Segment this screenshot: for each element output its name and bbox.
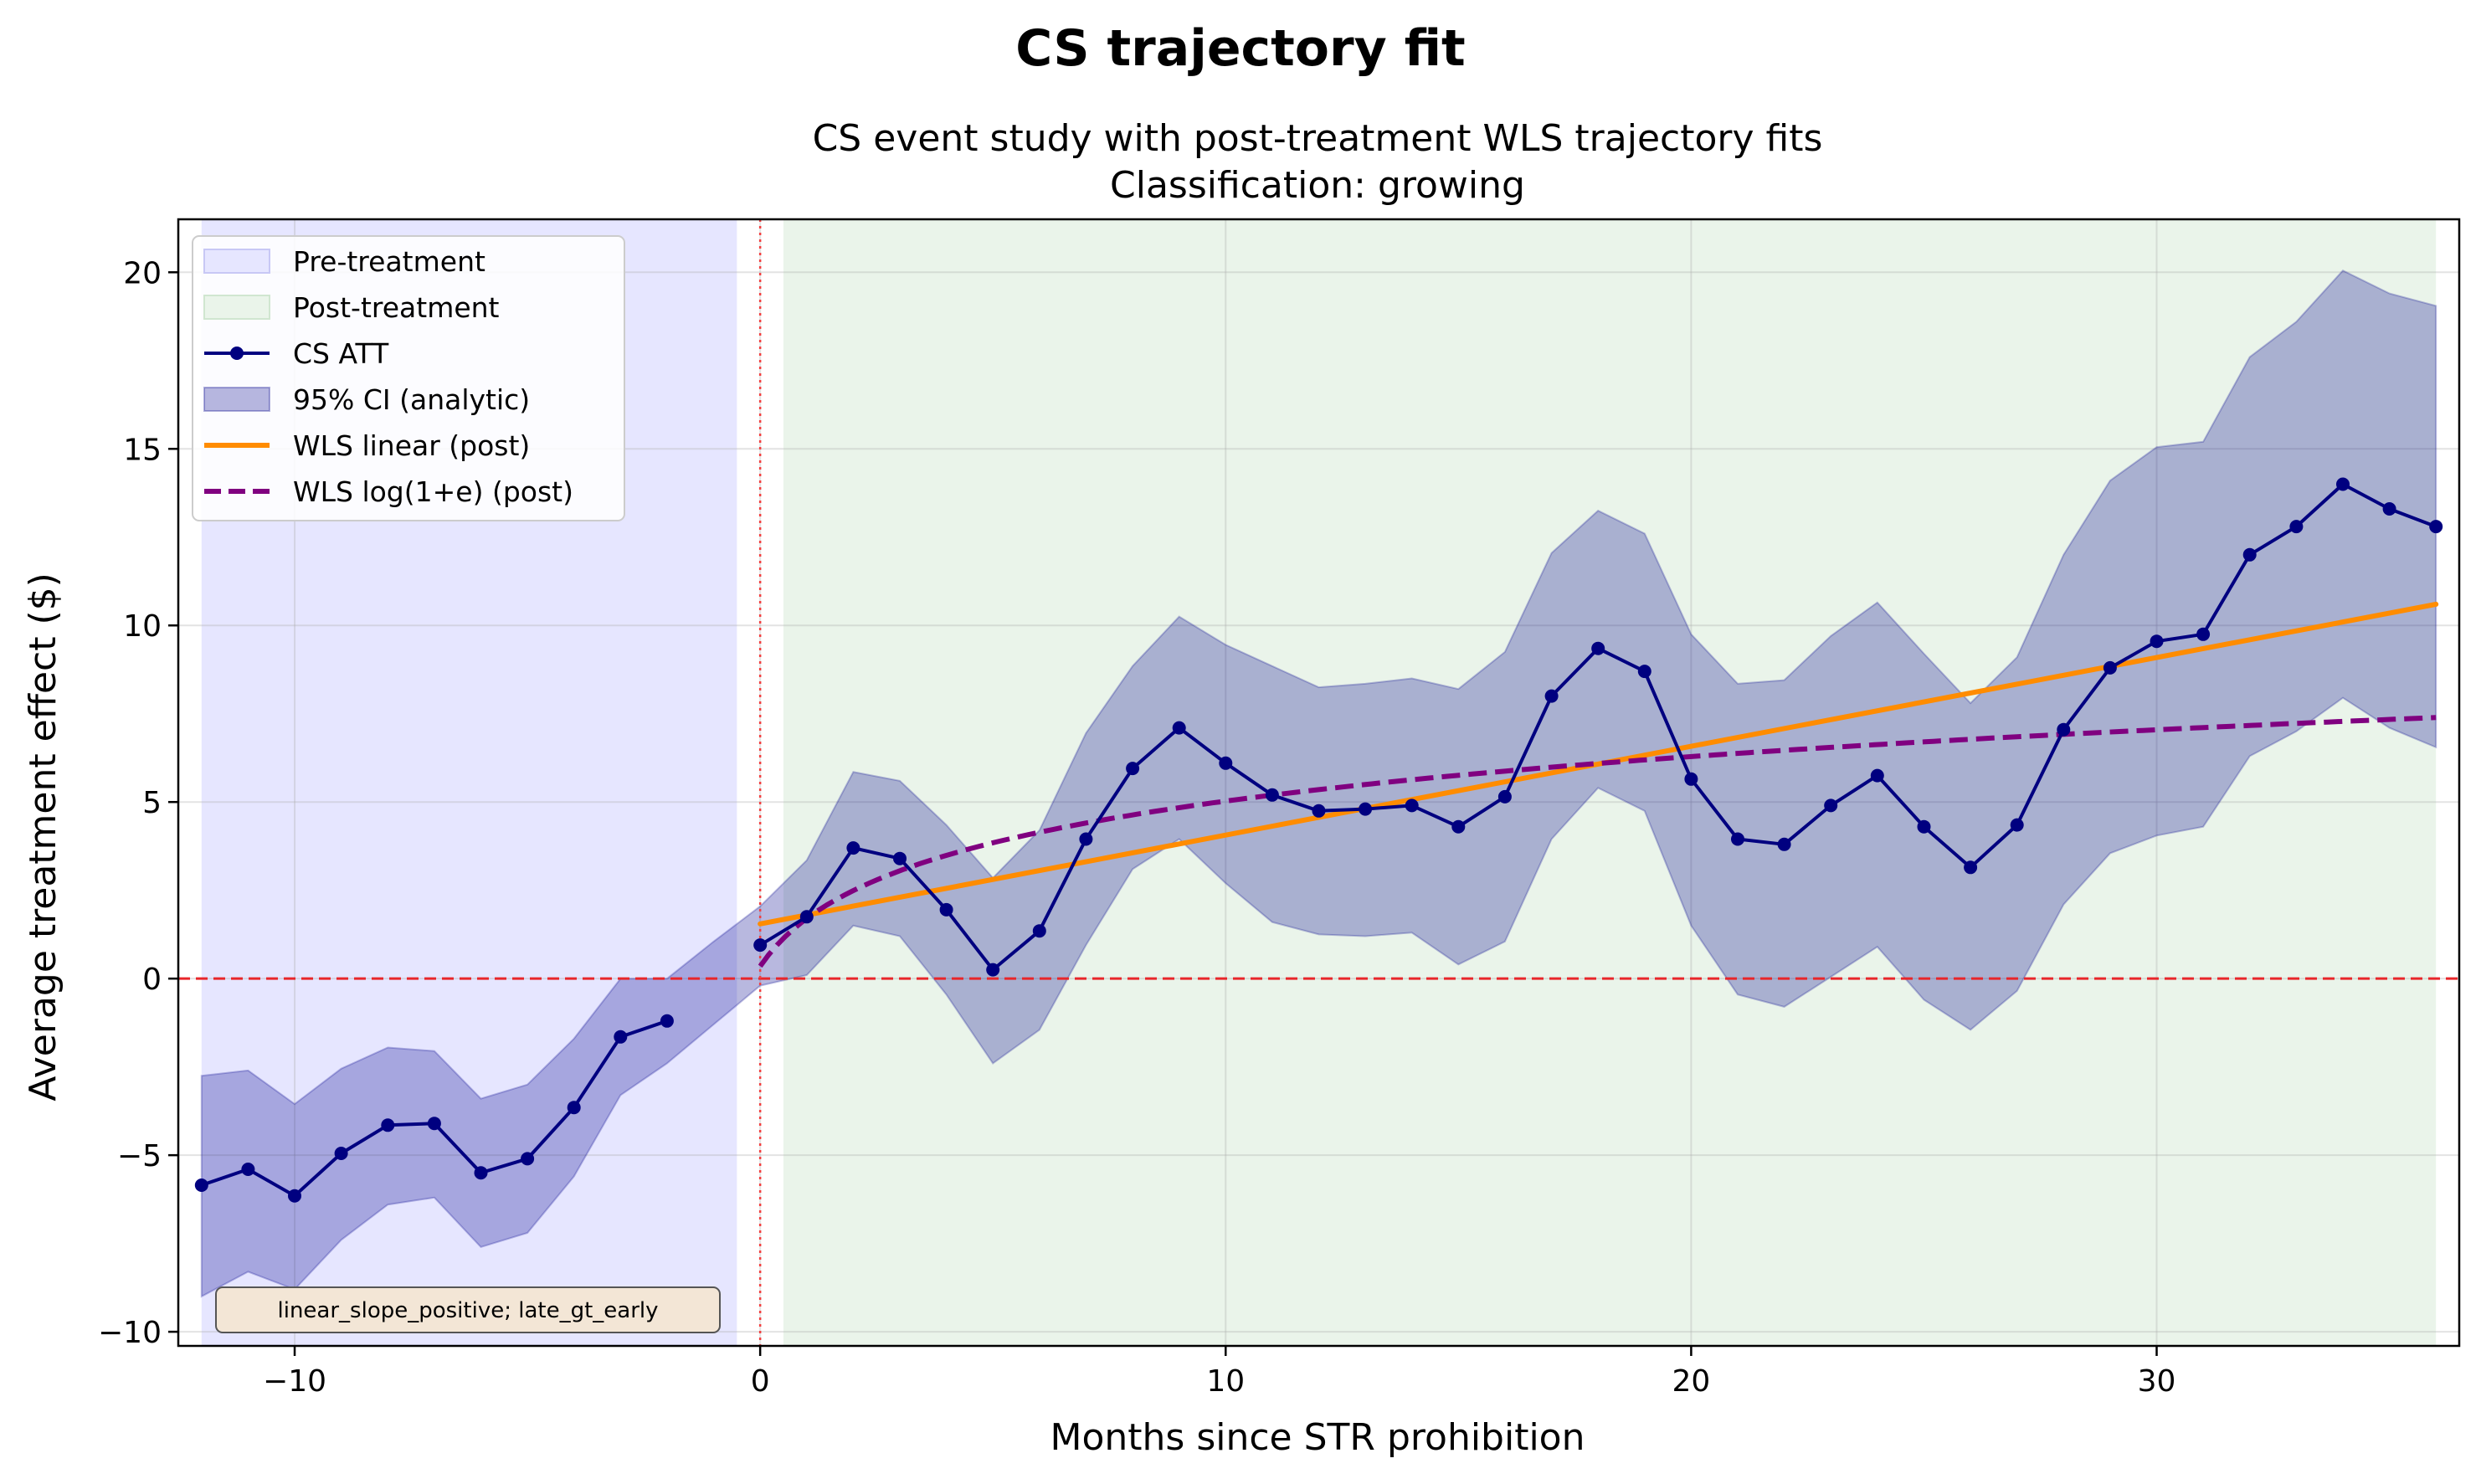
legend-ci-label: 95% CI (analytic): [293, 383, 530, 416]
cs-att-point-10: [660, 1014, 674, 1028]
cs-att-point-8: [567, 1101, 581, 1115]
cs-att-point-40: [2057, 722, 2071, 737]
annotation-text: linear_slope_positive; late_gt_early: [278, 1298, 659, 1323]
cs-att-point-32: [1684, 772, 1698, 786]
cs-att-point-9: [614, 1030, 628, 1044]
fit-lines: [758, 601, 2439, 968]
reference-lines: [178, 219, 2459, 1346]
y-tick-label-1: −5: [117, 1139, 162, 1173]
cs-att-point-33: [1731, 832, 1744, 846]
cs-att-point-6: [474, 1166, 488, 1180]
cs-att-point-36: [1870, 768, 1884, 783]
cs-att-point-38: [1964, 860, 1978, 875]
cs-att-point-16: [939, 902, 953, 917]
legend-cs-att-marker: [230, 347, 244, 360]
cs-att-point-7: [521, 1152, 535, 1166]
legend-post-treatment-label: Post-treatment: [293, 291, 500, 324]
cs-att-point-26: [1405, 798, 1419, 813]
cs-att-point-13: [799, 910, 814, 924]
cs-att-point-29: [1544, 689, 1559, 703]
legend-cs-att-label: CS ATT: [293, 337, 389, 370]
legend-box: [192, 235, 625, 521]
ci-band-area: [200, 269, 2437, 1298]
x-tick-label-0: −10: [263, 1364, 326, 1399]
y-tick-label-6: 20: [123, 256, 162, 290]
cs-att-point-15: [893, 851, 907, 865]
x-tick-label-1: 0: [751, 1364, 770, 1399]
wls-linear-line: [758, 601, 2439, 927]
cs-att-point-27: [1451, 819, 1466, 834]
y-axis-label: Average treatment effect ($): [22, 573, 64, 1101]
cs-att-point-14: [846, 841, 860, 855]
legend-ci-patch: [203, 387, 270, 412]
cs-att-point-5: [427, 1117, 441, 1131]
cs-att-point-1: [241, 1163, 255, 1176]
y-tick-label-0: −10: [98, 1316, 162, 1350]
y-tick-label-2: 0: [142, 963, 162, 997]
cs-att-point-18: [1032, 924, 1046, 938]
chart-title-line-1: CS event study with post-treatment WLS t…: [813, 117, 1823, 160]
cs-att-point-35: [1824, 798, 1838, 813]
cs-att-point-47: [2382, 502, 2396, 516]
cs-att-point-20: [1126, 762, 1140, 776]
cs-att-point-28: [1497, 789, 1512, 804]
cs-att-point-24: [1312, 804, 1326, 818]
x-axis-label: Months since STR prohibition: [1050, 1416, 1585, 1459]
post-treatment-region: [783, 219, 2437, 1346]
legend-pre-treatment-patch: [203, 249, 270, 274]
annotation: linear_slope_positive; late_gt_early: [215, 1286, 721, 1333]
cs-att-point-41: [2103, 660, 2117, 675]
cs-att-point-48: [2429, 520, 2443, 534]
cs-att-point-17: [986, 963, 1000, 977]
cs-att-point-22: [1219, 756, 1233, 770]
cs-att-point-25: [1359, 802, 1373, 816]
cs-att-point-39: [2010, 818, 2024, 832]
cs-att-point-43: [2196, 627, 2211, 641]
y-tick-label-4: 10: [123, 609, 162, 644]
y-tick-label-3: 5: [142, 786, 162, 820]
ci-band: [200, 269, 2437, 1298]
legend-post-treatment-patch: [203, 295, 270, 320]
legend-wls-linear-label: WLS linear (post): [293, 429, 530, 462]
cs-att-point-21: [1172, 721, 1186, 735]
legend-pre-treatment-label: Pre-treatment: [293, 245, 485, 278]
cs-att-point-2: [288, 1189, 301, 1203]
x-tick-label-4: 30: [2138, 1364, 2176, 1399]
cs-att-point-31: [1637, 665, 1651, 679]
cs-att-point-23: [1265, 788, 1279, 802]
cs-att-point-45: [2289, 520, 2304, 534]
chart-title-line-2: Classification: growing: [1110, 164, 1525, 207]
cs-att-point-3: [334, 1147, 348, 1160]
cs-att-point-4: [381, 1118, 395, 1132]
legend: Pre-treatment Post-treatment CS ATT 95% …: [192, 235, 625, 521]
cs-att-point-12: [753, 938, 768, 953]
cs-att-point-46: [2336, 477, 2350, 491]
cs-att-point-34: [1777, 837, 1791, 851]
cs-att-point-19: [1079, 832, 1093, 846]
axis-ticks: −10 0 10 20 30 −10 −5 0 5 10 15 20: [98, 256, 2175, 1399]
x-tick-label-2: 10: [1206, 1364, 1245, 1399]
plot-frame: [177, 218, 2461, 1348]
axes-frame: [177, 218, 2461, 1348]
cs-att-point-42: [2150, 634, 2164, 649]
annotation-box: [215, 1286, 721, 1333]
legend-wls-log-label: WLS log(1+e) (post): [293, 475, 573, 508]
chart-suptitle: CS trajectory fit: [1015, 19, 1465, 78]
att-series: [194, 477, 2443, 1203]
cs-att-point-44: [2242, 547, 2257, 562]
cs-att-point-30: [1591, 641, 1605, 655]
x-tick-label-3: 20: [1672, 1364, 1710, 1399]
y-tick-label-5: 15: [123, 433, 162, 467]
cs-att-point-0: [194, 1178, 208, 1192]
cs-att-point-37: [1917, 819, 1931, 834]
